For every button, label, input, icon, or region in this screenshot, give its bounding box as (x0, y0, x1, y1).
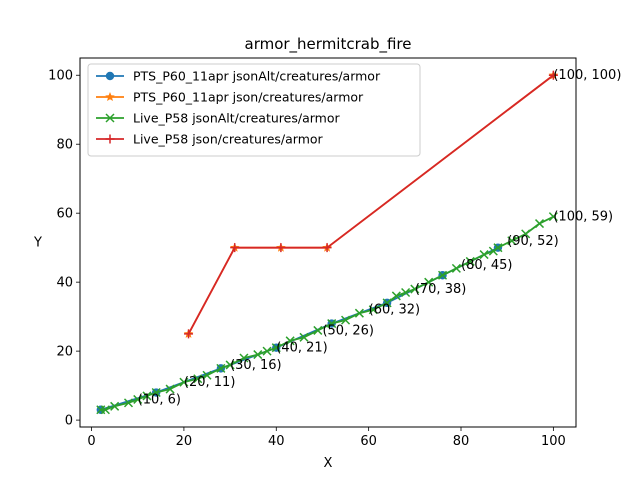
series-3-point (110, 401, 120, 411)
series-3 (96, 212, 558, 415)
series-4-point (276, 243, 286, 253)
data-label: (30, 16) (230, 358, 282, 373)
series-3-point (253, 350, 263, 360)
data-label: (10, 6) (138, 392, 181, 407)
chart-title: armor_hermitcrab_fire (245, 35, 412, 54)
legend-label: Live_P58 json/creatures/armor (133, 132, 324, 147)
x-tick-label: 80 (453, 434, 470, 449)
y-tick-label: 20 (56, 345, 73, 360)
y-axis: 0 20 40 60 80 100 (48, 69, 80, 429)
x-tick-label: 0 (87, 434, 95, 449)
series-3-point (479, 250, 489, 260)
data-label: (80, 45) (461, 258, 513, 273)
series-3-point (382, 298, 392, 308)
series-3-point (327, 319, 337, 329)
x-tick-label: 20 (176, 434, 193, 449)
series-3-point (225, 360, 235, 370)
series-3-point (216, 363, 226, 373)
series-3-point (165, 384, 175, 394)
legend-item: PTS_P60_11apr json/creatures/armor (96, 90, 364, 105)
legend-box (87, 63, 421, 157)
series-3-point (193, 374, 203, 384)
series-3-point (548, 212, 558, 222)
series-3-point (100, 405, 110, 415)
legend-label: PTS_P60_11apr json/creatures/armor (133, 90, 364, 105)
series-3-point (451, 263, 461, 273)
series-3-point (410, 284, 420, 294)
data-label: (40, 21) (276, 341, 328, 356)
legend-swatch-point (105, 92, 115, 102)
y-tick-label: 80 (56, 138, 73, 153)
annotations: (10, 6)(20, 11) (30, 16) (40, 21) (50, 26) (… (138, 68, 622, 407)
data-label: (20, 11) (184, 375, 236, 390)
legend-swatch-point (105, 134, 115, 144)
legend-item: PTS_P60_11apr jsonAlt/creatures/armor (96, 69, 381, 84)
data-label: (70, 38) (415, 282, 467, 297)
series-3-point (341, 315, 351, 325)
series-3-point (465, 256, 475, 266)
series-4-point (322, 243, 332, 253)
series-3-point (151, 387, 161, 398)
series-3-point (123, 398, 134, 408)
legend-label: PTS_P60_11apr jsonAlt/creatures/armor (133, 69, 381, 84)
series-3-point (493, 243, 503, 253)
legend-item: Live_P58 json/creatures/armor (96, 132, 324, 147)
series-4 (184, 70, 558, 339)
x-axis: 0 20 40 60 80 100 (87, 427, 566, 449)
x-axis-label: X (324, 456, 333, 471)
series-3-point (534, 219, 545, 229)
data-label: (60, 32) (369, 303, 421, 318)
y-tick-label: 100 (48, 69, 73, 84)
plot-area (96, 70, 559, 415)
series-3-point (299, 332, 309, 342)
series-3-point (368, 305, 378, 315)
data-label: (100, 59) (553, 210, 613, 225)
legend-swatch-point (105, 113, 115, 123)
series-4-point (548, 70, 558, 80)
series-4-point (230, 243, 240, 253)
series-3-point (401, 287, 411, 298)
series-3-point (271, 343, 281, 353)
series-4-point (184, 329, 194, 339)
series-3-point (142, 391, 152, 401)
legend-label: Live_P58 jsonAlt/creatures/armor (133, 111, 340, 126)
x-tick-label: 40 (268, 434, 285, 449)
series-3-point (285, 336, 295, 346)
x-tick-label: 60 (360, 434, 377, 449)
axes-frame (79, 57, 577, 428)
legend: PTS_P60_11apr jsonAlt/creatures/armor PTS… (87, 63, 421, 157)
data-label: (100, 100) (553, 68, 621, 83)
series-3-point (507, 236, 517, 246)
series-3-point (313, 325, 323, 335)
series-3-point (239, 353, 249, 363)
series-3-point (202, 370, 212, 380)
series-3-point (424, 277, 434, 287)
y-tick-label: 0 (65, 414, 73, 429)
series-3-point (488, 246, 498, 256)
y-axis-label: Y (33, 236, 42, 251)
legend-item: Live_P58 jsonAlt/creatures/armor (96, 111, 340, 126)
series-3-point (354, 308, 364, 318)
series-3-point (438, 270, 448, 280)
series-3-point (262, 346, 272, 356)
series-3-point (133, 394, 143, 404)
series-3-point (521, 229, 531, 239)
y-tick-label: 60 (56, 207, 73, 222)
series-3-point (179, 377, 189, 387)
x-tick-label: 100 (541, 434, 566, 449)
data-label: (90, 52) (507, 234, 559, 249)
legend-swatch-point (105, 71, 115, 81)
series-3-point (391, 291, 401, 301)
data-label: (50, 26) (322, 323, 374, 338)
y-tick-label: 40 (56, 276, 73, 291)
